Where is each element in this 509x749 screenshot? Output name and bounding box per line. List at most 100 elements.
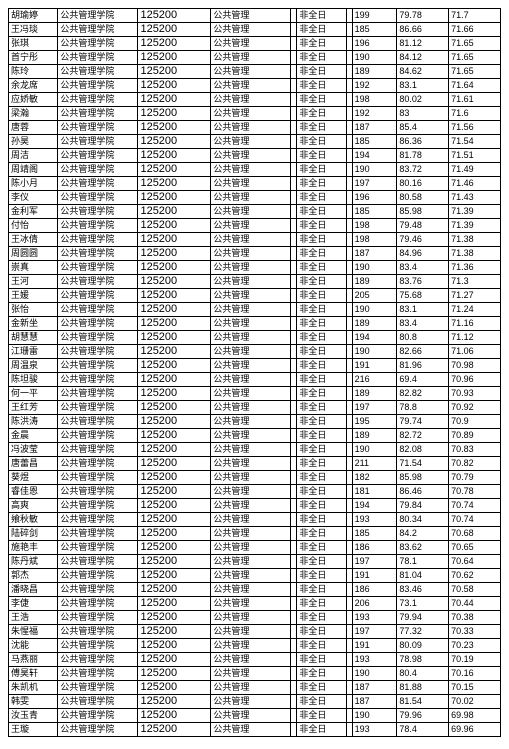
cell-name: 李仪 — [9, 191, 58, 205]
cell-major: 公共管理 — [211, 205, 291, 219]
cell-score3: 71.27 — [449, 289, 501, 303]
cell-score1: 185 — [352, 135, 397, 149]
cell-school: 公共管理学院 — [58, 107, 138, 121]
cell-score3: 71.46 — [449, 177, 501, 191]
cell-school: 公共管理学院 — [58, 37, 138, 51]
cell-school: 公共管理学院 — [58, 303, 138, 317]
cell-type: 非全日 — [297, 121, 346, 135]
cell-score2: 83.72 — [397, 163, 449, 177]
cell-code: 125200 — [138, 303, 211, 317]
cell-major: 公共管理 — [211, 121, 291, 135]
cell-code: 125200 — [138, 289, 211, 303]
table-row: 余龙席公共管理学院125200公共管理非全日19283.171.64 — [9, 79, 501, 93]
table-row: 韩雯公共管理学院125200公共管理非全日18781.5470.02 — [9, 695, 501, 709]
cell-major: 公共管理 — [211, 65, 291, 79]
cell-type: 非全日 — [297, 415, 346, 429]
cell-code: 125200 — [138, 429, 211, 443]
cell-school: 公共管理学院 — [58, 471, 138, 485]
cell-score1: 194 — [352, 331, 397, 345]
table-row: 何一平公共管理学院125200公共管理非全日18982.8270.93 — [9, 387, 501, 401]
cell-score2: 84.96 — [397, 247, 449, 261]
cell-score1: 192 — [352, 79, 397, 93]
cell-score3: 71.61 — [449, 93, 501, 107]
table-row: 陆碎剑公共管理学院125200公共管理非全日18584.270.68 — [9, 527, 501, 541]
cell-score1: 191 — [352, 569, 397, 583]
cell-school: 公共管理学院 — [58, 163, 138, 177]
table-row: 梁瀚公共管理学院125200公共管理非全日1928371.6 — [9, 107, 501, 121]
cell-score3: 70.83 — [449, 443, 501, 457]
cell-major: 公共管理 — [211, 653, 291, 667]
cell-major: 公共管理 — [211, 471, 291, 485]
table-row: 周温泉公共管理学院125200公共管理非全日19181.9670.98 — [9, 359, 501, 373]
cell-major: 公共管理 — [211, 51, 291, 65]
cell-school: 公共管理学院 — [58, 149, 138, 163]
cell-type: 非全日 — [297, 499, 346, 513]
cell-score2: 79.46 — [397, 233, 449, 247]
cell-score1: 187 — [352, 247, 397, 261]
cell-name: 高爽 — [9, 499, 58, 513]
cell-school: 公共管理学院 — [58, 429, 138, 443]
cell-name: 陈丹斌 — [9, 555, 58, 569]
cell-major: 公共管理 — [211, 373, 291, 387]
cell-score1: 206 — [352, 597, 397, 611]
cell-name: 周洁 — [9, 149, 58, 163]
cell-major: 公共管理 — [211, 331, 291, 345]
cell-type: 非全日 — [297, 583, 346, 597]
table-row: 崇真公共管理学院125200公共管理非全日19083.471.36 — [9, 261, 501, 275]
table-row: 周洁公共管理学院125200公共管理非全日19481.7871.51 — [9, 149, 501, 163]
table-row: 王冰倩公共管理学院125200公共管理非全日19879.4671.38 — [9, 233, 501, 247]
cell-code: 125200 — [138, 709, 211, 723]
cell-major: 公共管理 — [211, 191, 291, 205]
cell-score2: 80.4 — [397, 667, 449, 681]
cell-score3: 70.68 — [449, 527, 501, 541]
cell-score1: 190 — [352, 667, 397, 681]
cell-score2: 80.09 — [397, 639, 449, 653]
cell-name: 崇真 — [9, 261, 58, 275]
cell-type: 非全日 — [297, 289, 346, 303]
table-row: 李倢公共管理学院125200公共管理非全日20673.170.44 — [9, 597, 501, 611]
cell-code: 125200 — [138, 93, 211, 107]
cell-major: 公共管理 — [211, 261, 291, 275]
cell-major: 公共管理 — [211, 149, 291, 163]
cell-score3: 70.96 — [449, 373, 501, 387]
cell-type: 非全日 — [297, 443, 346, 457]
cell-score1: 191 — [352, 639, 397, 653]
cell-score1: 211 — [352, 457, 397, 471]
cell-school: 公共管理学院 — [58, 485, 138, 499]
cell-score2: 84.12 — [397, 51, 449, 65]
cell-major: 公共管理 — [211, 233, 291, 247]
cell-score2: 78.1 — [397, 555, 449, 569]
cell-score1: 190 — [352, 709, 397, 723]
cell-score3: 71.38 — [449, 247, 501, 261]
cell-score3: 70.58 — [449, 583, 501, 597]
cell-name: 王红芳 — [9, 401, 58, 415]
cell-type: 非全日 — [297, 93, 346, 107]
cell-score1: 185 — [352, 23, 397, 37]
cell-major: 公共管理 — [211, 9, 291, 23]
cell-score3: 71.65 — [449, 65, 501, 79]
cell-school: 公共管理学院 — [58, 121, 138, 135]
cell-type: 非全日 — [297, 275, 346, 289]
cell-major: 公共管理 — [211, 345, 291, 359]
cell-code: 125200 — [138, 485, 211, 499]
cell-code: 125200 — [138, 695, 211, 709]
cell-major: 公共管理 — [211, 289, 291, 303]
cell-name: 金利军 — [9, 205, 58, 219]
table-row: 睿佳恩公共管理学院125200公共管理非全日18186.4670.78 — [9, 485, 501, 499]
cell-code: 125200 — [138, 163, 211, 177]
cell-major: 公共管理 — [211, 555, 291, 569]
table-row: 陈小月公共管理学院125200公共管理非全日19780.1671.46 — [9, 177, 501, 191]
cell-score1: 187 — [352, 121, 397, 135]
cell-score3: 69.96 — [449, 723, 501, 737]
cell-type: 非全日 — [297, 303, 346, 317]
cell-school: 公共管理学院 — [58, 289, 138, 303]
cell-name: 韩雯 — [9, 695, 58, 709]
cell-major: 公共管理 — [211, 401, 291, 415]
cell-type: 非全日 — [297, 247, 346, 261]
cell-code: 125200 — [138, 149, 211, 163]
cell-name: 付怡 — [9, 219, 58, 233]
cell-type: 非全日 — [297, 233, 346, 247]
cell-school: 公共管理学院 — [58, 527, 138, 541]
cell-type: 非全日 — [297, 345, 346, 359]
cell-type: 非全日 — [297, 639, 346, 653]
